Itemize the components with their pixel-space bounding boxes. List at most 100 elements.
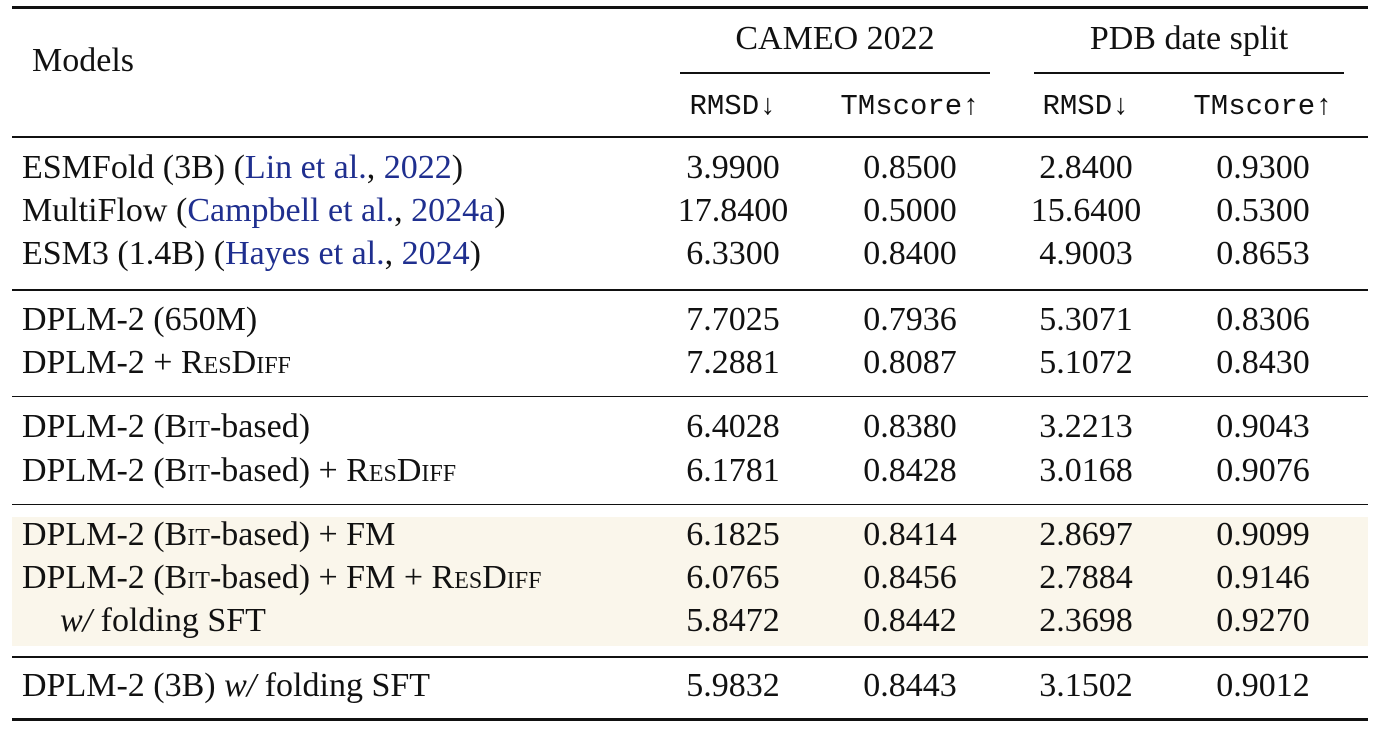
pdb-underline — [1034, 72, 1344, 74]
table-cell: 0.8087 — [863, 344, 957, 381]
table-cell: 5.3071 — [1039, 301, 1133, 338]
citation-year-link[interactable]: 2022 — [383, 149, 452, 186]
table-cell: 0.8456 — [863, 559, 957, 596]
header-models: Models — [32, 42, 134, 79]
table-cell: 6.0765 — [686, 559, 780, 596]
table-cell: 0.9270 — [1216, 602, 1310, 639]
table-cell: 7.2881 — [686, 344, 780, 381]
citation-link[interactable]: Hayes et al. — [225, 235, 385, 272]
table-cell: 0.9012 — [1216, 667, 1310, 704]
row-label-smallcaps: ResDiff — [346, 452, 457, 489]
table-cell: 3.9900 — [686, 149, 780, 186]
row-label-text: DPLM-2 + — [22, 344, 181, 381]
highlight-band — [12, 517, 1368, 646]
table-cell: 2.8400 — [1039, 149, 1133, 186]
table-cell: 0.7936 — [863, 301, 957, 338]
row-label-text: folding SFT — [92, 602, 266, 639]
row-label-text: ESMFold (3B) ( — [22, 149, 245, 186]
row-label-smallcaps: Bit — [164, 559, 210, 596]
table-cell: 2.7884 — [1039, 559, 1133, 596]
table-cell: 4.9003 — [1039, 235, 1133, 272]
header-cameo-rmsd: RMSD↓ — [689, 90, 777, 123]
row-label-text: ) — [494, 192, 506, 229]
row-label-text: ) — [451, 149, 464, 186]
row-label-smallcaps: Bit — [164, 516, 210, 553]
table-cell: 0.8306 — [1216, 301, 1310, 338]
table-cell: 17.8400 — [677, 192, 789, 229]
row-label-text: -based) + — [209, 452, 347, 489]
row-label-text: -based) + FM + — [209, 559, 432, 596]
table-cell: 0.8400 — [863, 235, 957, 272]
row-label-text: MultiFlow ( — [22, 192, 188, 229]
header-cameo: CAMEO 2022 — [735, 20, 935, 57]
table-cell: 7.7025 — [686, 301, 780, 338]
group-rule-1 — [12, 289, 1368, 291]
row-label-dplm2-3b: DPLM-2 (3B) w/ folding SFT — [22, 665, 430, 707]
row-label-text: folding SFT — [256, 667, 431, 704]
row-label-smallcaps: Bit — [164, 408, 210, 445]
cameo-underline — [680, 72, 990, 74]
table-cell: 6.3300 — [686, 235, 780, 272]
row-label-text: ) — [469, 235, 481, 272]
row-label-text: DPLM-2 ( — [22, 516, 165, 553]
table-cell: 0.9300 — [1216, 149, 1310, 186]
table-cell: 0.8414 — [863, 516, 957, 553]
table-cell: 5.1072 — [1039, 344, 1133, 381]
row-label-smallcaps: Bit — [164, 452, 210, 489]
group-rule-2 — [12, 396, 1368, 397]
table-cell: 0.8380 — [863, 408, 957, 445]
table-cell: 5.8472 — [686, 602, 780, 639]
row-label-text: , — [366, 149, 384, 186]
table-cell: 0.9146 — [1216, 559, 1310, 596]
row-label-folding-sft: w/ folding SFT — [60, 600, 266, 642]
table-cell: 6.4028 — [686, 408, 780, 445]
row-label-italic: w/ — [60, 602, 93, 639]
header-pdb: PDB date split — [1089, 20, 1289, 57]
table-cell: 3.0168 — [1039, 452, 1133, 489]
table-cell: 0.9099 — [1216, 516, 1310, 553]
row-label-text: DPLM-2 (650M) — [22, 301, 258, 338]
table-cell: 3.2213 — [1039, 408, 1133, 445]
header-rule — [12, 136, 1368, 138]
top-rule — [12, 6, 1368, 9]
table-cell: 0.8442 — [863, 602, 957, 639]
row-label-smallcaps: ResDiff — [431, 559, 542, 596]
row-label-text: , — [384, 235, 402, 272]
row-label-text: , — [394, 192, 412, 229]
row-label-text: DPLM-2 ( — [22, 559, 165, 596]
citation-link[interactable]: Campbell et al. — [187, 192, 395, 229]
row-label-text: -based) + FM — [209, 516, 396, 553]
table-cell: 0.9043 — [1216, 408, 1310, 445]
header-cameo-tmscore: TMscore↑ — [840, 90, 980, 123]
row-label-text: -based) — [209, 408, 311, 445]
table-cell: 6.1781 — [686, 452, 780, 489]
row-label-dplm2-650m: DPLM-2 (650M) — [22, 299, 257, 341]
row-label-dplm2-bit-resdiff: DPLM-2 (Bit-based) + ResDiff — [22, 450, 456, 492]
table-cell: 0.5000 — [863, 192, 957, 229]
table-cell: 0.5300 — [1216, 192, 1310, 229]
table-cell: 0.8500 — [863, 149, 957, 186]
citation-year-link[interactable]: 2024a — [411, 192, 495, 229]
table-cell: 3.1502 — [1039, 667, 1133, 704]
row-label-text: ESM3 (1.4B) ( — [22, 235, 226, 272]
citation-year-link[interactable]: 2024 — [401, 235, 470, 272]
group-rule-4 — [12, 656, 1368, 658]
row-label-multiflow: MultiFlow (Campbell et al., 2024a) — [22, 190, 506, 232]
table-cell: 0.8443 — [863, 667, 957, 704]
row-label-smallcaps: ResDiff — [180, 344, 291, 381]
row-label-esm3: ESM3 (1.4B) (Hayes et al., 2024) — [22, 233, 481, 275]
row-label-text: DPLM-2 ( — [22, 452, 165, 489]
table-cell: 15.6400 — [1030, 192, 1142, 229]
table-cell: 0.8428 — [863, 452, 957, 489]
row-label-italic: w/ — [224, 667, 257, 704]
citation-link[interactable]: Lin et al. — [244, 149, 367, 186]
row-label-dplm2-bit: DPLM-2 (Bit-based) — [22, 406, 310, 448]
header-pdb-tmscore: TMscore↑ — [1193, 90, 1333, 123]
row-label-dplm2-bit-fm: DPLM-2 (Bit-based) + FM — [22, 514, 395, 556]
group-rule-3 — [12, 504, 1368, 505]
bottom-rule — [12, 718, 1368, 721]
table-cell: 2.3698 — [1039, 602, 1133, 639]
table-cell: 0.8653 — [1216, 235, 1310, 272]
table-cell: 5.9832 — [686, 667, 780, 704]
